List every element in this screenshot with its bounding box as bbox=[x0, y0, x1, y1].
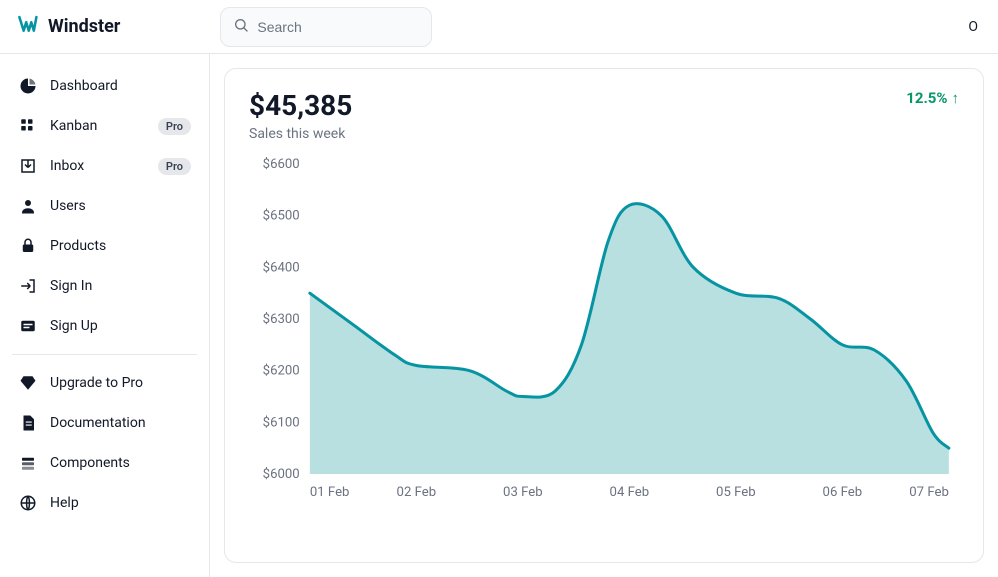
sidebar-item-dashboard[interactable]: Dashboard bbox=[8, 66, 201, 106]
sidebar-item-sign-up[interactable]: Sign Up bbox=[8, 306, 201, 346]
card-header: $45,385 Sales this week 12.5% ↑ bbox=[249, 89, 959, 142]
y-axis-label: $6300 bbox=[263, 312, 300, 327]
search-input[interactable] bbox=[257, 19, 419, 35]
kanban-icon bbox=[18, 116, 38, 136]
search-box[interactable] bbox=[220, 7, 432, 47]
sales-chart: $6000 $6100 $6200 $6300 $6400 $6500 $6600 01 Fe… bbox=[249, 154, 959, 504]
x-axis-label: 03 Feb bbox=[503, 485, 543, 500]
metric-subtitle: Sales this week bbox=[249, 126, 352, 142]
signup-icon bbox=[18, 316, 38, 336]
topbar-right-glyph: O bbox=[968, 19, 982, 35]
gem-icon bbox=[18, 373, 38, 393]
brand-logo-icon bbox=[16, 12, 40, 41]
sidebar-item-label: Inbox bbox=[50, 158, 84, 174]
y-axis-label: $6100 bbox=[263, 415, 300, 430]
x-axis-label: 05 Feb bbox=[716, 485, 756, 500]
brand-name: Windster bbox=[48, 16, 120, 37]
sidebar-item-components[interactable]: Components bbox=[8, 443, 201, 483]
sidebar-item-label: Sign In bbox=[50, 278, 92, 294]
metric-value: $45,385 bbox=[249, 89, 352, 122]
topbar: Windster O bbox=[0, 0, 998, 54]
brand[interactable]: Windster bbox=[16, 12, 120, 41]
search-container bbox=[220, 7, 432, 47]
layout: Dashboard Kanban Pro Inbox Pro Users Products S… bbox=[0, 54, 998, 577]
sidebar-item-label: Products bbox=[50, 238, 106, 254]
pro-badge: Pro bbox=[158, 118, 191, 135]
sidebar-item-label: Kanban bbox=[50, 118, 97, 134]
x-axis-label: 04 Feb bbox=[610, 485, 650, 500]
sales-card: $45,385 Sales this week 12.5% ↑ $6000 $61… bbox=[224, 68, 984, 563]
y-axis-label: $6600 bbox=[263, 157, 300, 172]
x-axis-label: 06 Feb bbox=[823, 485, 863, 500]
delta-text: 12.5% bbox=[906, 89, 947, 107]
user-icon bbox=[18, 196, 38, 216]
search-icon bbox=[233, 17, 249, 37]
sidebar-item-label: Upgrade to Pro bbox=[50, 375, 143, 391]
pie-icon bbox=[18, 76, 38, 96]
chart-area bbox=[310, 204, 949, 474]
chart-container: $6000 $6100 $6200 $6300 $6400 $6500 $6600 01 Fe… bbox=[249, 154, 959, 508]
sidebar-item-inbox[interactable]: Inbox Pro bbox=[8, 146, 201, 186]
sidebar-item-products[interactable]: Products bbox=[8, 226, 201, 266]
sidebar-item-label: Help bbox=[50, 495, 79, 511]
sidebar-item-users[interactable]: Users bbox=[8, 186, 201, 226]
doc-icon bbox=[18, 413, 38, 433]
sidebar-item-help[interactable]: Help bbox=[8, 483, 201, 523]
metric-delta: 12.5% ↑ bbox=[906, 89, 959, 107]
sidebar-item-upgrade-to-pro[interactable]: Upgrade to Pro bbox=[8, 363, 201, 403]
main: $45,385 Sales this week 12.5% ↑ $6000 $61… bbox=[210, 54, 998, 577]
sidebar-item-kanban[interactable]: Kanban Pro bbox=[8, 106, 201, 146]
y-axis-label: $6000 bbox=[263, 467, 300, 482]
nav-divider bbox=[12, 354, 197, 355]
sidebar: Dashboard Kanban Pro Inbox Pro Users Products S… bbox=[0, 54, 210, 577]
y-axis-label: $6500 bbox=[263, 209, 300, 224]
x-axis-label: 07 Feb bbox=[909, 485, 949, 500]
arrow-up-icon: ↑ bbox=[952, 89, 960, 107]
x-axis-label: 02 Feb bbox=[397, 485, 437, 500]
sidebar-item-label: Documentation bbox=[50, 415, 146, 431]
y-axis-label: $6200 bbox=[263, 364, 300, 379]
sidebar-item-label: Dashboard bbox=[50, 78, 118, 94]
metric-block: $45,385 Sales this week bbox=[249, 89, 352, 142]
pro-badge: Pro bbox=[158, 158, 191, 175]
sidebar-item-label: Users bbox=[50, 198, 86, 214]
globe-icon bbox=[18, 493, 38, 513]
sidebar-item-documentation[interactable]: Documentation bbox=[8, 403, 201, 443]
sidebar-item-label: Components bbox=[50, 455, 130, 471]
sidebar-item-label: Sign Up bbox=[50, 318, 98, 334]
sidebar-item-sign-in[interactable]: Sign In bbox=[8, 266, 201, 306]
signin-icon bbox=[18, 276, 38, 296]
x-axis-label: 01 Feb bbox=[310, 485, 350, 500]
lock-icon bbox=[18, 236, 38, 256]
layers-icon bbox=[18, 453, 38, 473]
inbox-icon bbox=[18, 156, 38, 176]
y-axis-label: $6400 bbox=[263, 260, 300, 275]
